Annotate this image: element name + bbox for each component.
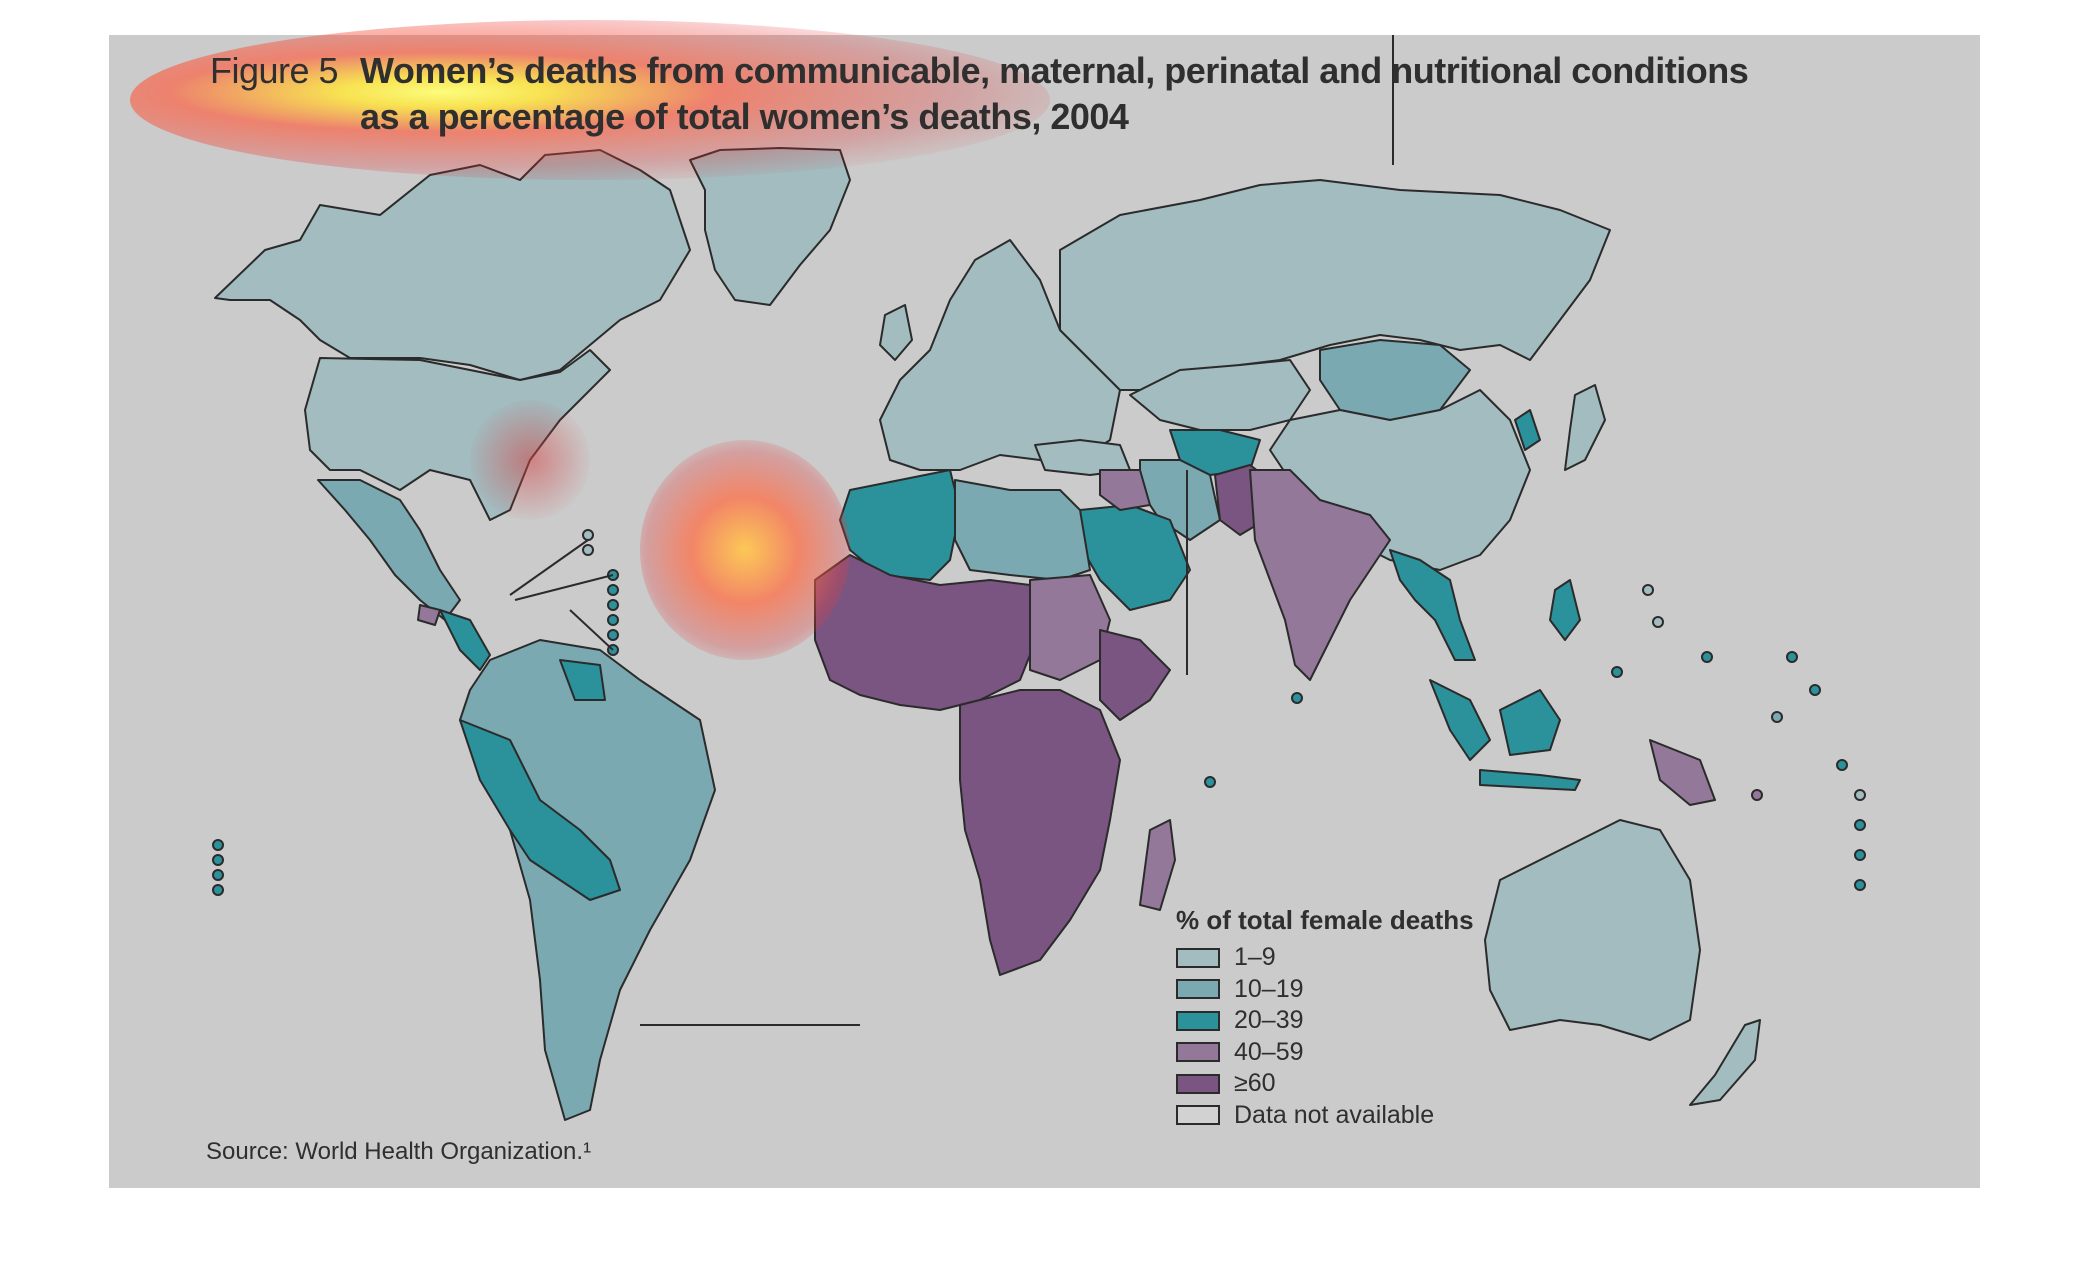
legend-title: % of total female deaths — [1176, 905, 1474, 935]
region-canada-alaska — [214, 149, 691, 381]
island-dot — [607, 629, 619, 641]
region-korea — [1514, 409, 1541, 451]
region-central-asia — [1129, 359, 1311, 431]
region-libya-egypt — [954, 479, 1091, 581]
island-dot — [1809, 684, 1821, 696]
region-peru-bolivia — [459, 719, 621, 901]
island-dot — [1652, 616, 1664, 628]
island-dot — [607, 599, 619, 611]
callout-line — [514, 574, 614, 601]
region-uk — [879, 304, 913, 361]
island-dot — [1786, 651, 1798, 663]
island-dot — [582, 529, 594, 541]
legend-item: 40–59 — [1176, 1037, 1474, 1069]
island-dot — [1854, 789, 1866, 801]
legend-item: 20–39 — [1176, 1005, 1474, 1037]
legend-label: Data not available — [1234, 1100, 1435, 1129]
legend-swatch — [1176, 1073, 1220, 1094]
region-mexico — [317, 479, 461, 621]
legend-swatch — [1176, 979, 1220, 1000]
callout-line — [569, 609, 614, 651]
island-dot — [607, 584, 619, 596]
region-guatemala — [417, 604, 441, 626]
legend-swatch — [1176, 947, 1220, 968]
island-dot — [1611, 666, 1623, 678]
region-greenland — [689, 147, 851, 306]
island-dot — [212, 869, 224, 881]
region-philippines — [1549, 579, 1581, 641]
region-iraq-syria — [1099, 469, 1151, 511]
legend-swatch — [1176, 1010, 1220, 1031]
island-dot — [1751, 789, 1763, 801]
region-png — [1649, 739, 1716, 806]
legend-item: 1–9 — [1176, 942, 1474, 974]
island-dot — [212, 839, 224, 851]
region-madagascar — [1139, 819, 1176, 911]
region-horn-of-africa — [1099, 629, 1171, 721]
source-note: Source: World Health Organization.¹ — [206, 1138, 592, 1165]
island-dot — [1854, 879, 1866, 891]
region-sudan — [1029, 574, 1111, 681]
island-dot — [1854, 819, 1866, 831]
legend-swatch — [1176, 1105, 1220, 1126]
legend: % of total female deaths 1–9 10–19 20–39… — [1176, 905, 1474, 1131]
island-dot — [1836, 759, 1848, 771]
figure-title-line-1: Women’s deaths from communicable, matern… — [360, 50, 1749, 91]
legend-item: 10–19 — [1176, 974, 1474, 1006]
figure-title-line-2: as a percentage of total women’s deaths,… — [360, 96, 1129, 137]
island-dot — [1642, 584, 1654, 596]
island-dot — [1204, 776, 1216, 788]
region-central-southern-africa — [959, 689, 1121, 976]
callout-line — [509, 539, 589, 596]
region-southeast-asia — [1389, 549, 1476, 661]
legend-label: 1–9 — [1234, 943, 1276, 972]
region-guyana — [559, 659, 606, 701]
legend-swatch — [1176, 1042, 1220, 1063]
island-dot — [607, 614, 619, 626]
legend-label: 40–59 — [1234, 1037, 1304, 1066]
figure-label: Figure 5 — [210, 50, 339, 91]
region-india — [1249, 469, 1391, 681]
island-dot — [1771, 711, 1783, 723]
region-indonesia — [1429, 679, 1581, 791]
legend-item: ≥60 — [1176, 1068, 1474, 1100]
island-dot — [1854, 849, 1866, 861]
island-dot — [1291, 692, 1303, 704]
region-new-zealand — [1689, 1019, 1761, 1106]
region-sahel-west-africa — [814, 554, 1041, 711]
legend-label: 20–39 — [1234, 1006, 1304, 1035]
legend-label: 10–19 — [1234, 974, 1304, 1003]
island-dot — [212, 854, 224, 866]
island-dot — [1701, 651, 1713, 663]
region-australia — [1484, 819, 1701, 1041]
region-japan — [1564, 384, 1606, 471]
island-dot — [212, 884, 224, 896]
region-central-america — [439, 609, 491, 671]
legend-label: ≥60 — [1234, 1069, 1276, 1098]
legend-item: Data not available — [1176, 1100, 1474, 1132]
island-dot — [582, 544, 594, 556]
